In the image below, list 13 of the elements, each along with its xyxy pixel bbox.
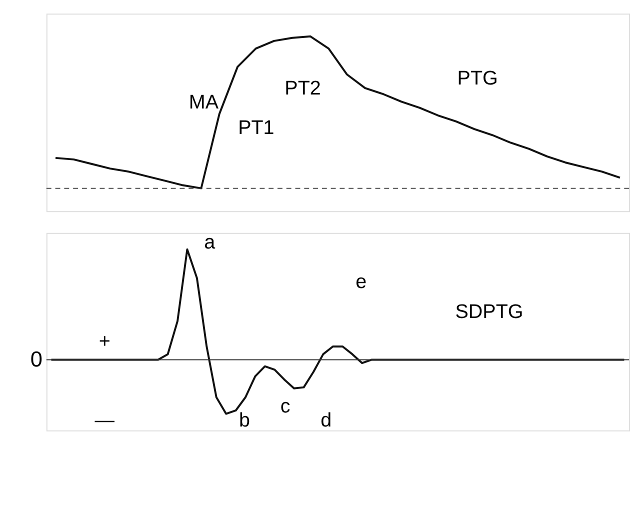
annotation: PT1 <box>238 117 274 140</box>
annotation: c <box>280 396 290 418</box>
annotation: e <box>356 271 367 294</box>
annotation: a <box>204 232 216 254</box>
annotation: d <box>320 409 332 432</box>
annotation: PTG <box>457 68 498 90</box>
annotation: b <box>239 409 250 432</box>
ref-line-label: 0 <box>30 346 42 372</box>
annotation: PT2 <box>284 78 321 100</box>
annotation: — <box>94 409 115 432</box>
annotation: MA <box>188 91 220 114</box>
annotation: SDPTG <box>455 300 524 323</box>
annotation: + <box>98 330 110 352</box>
